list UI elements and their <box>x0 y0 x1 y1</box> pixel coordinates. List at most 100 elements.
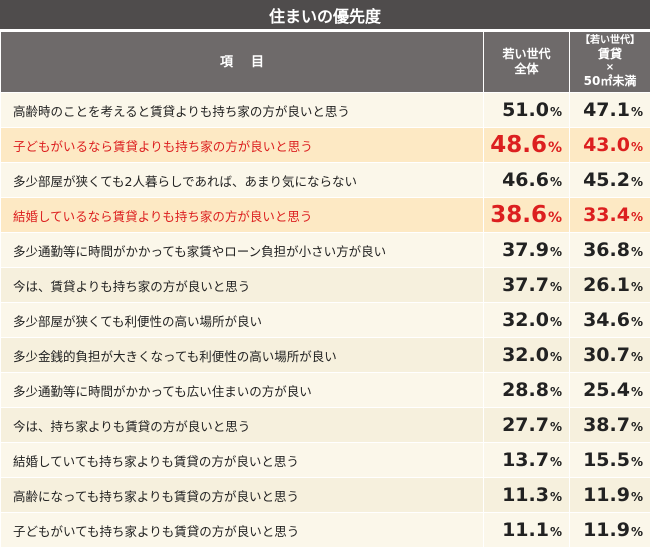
value-rent-cell: 47.1% <box>570 93 650 128</box>
value-all: 37.7 <box>502 274 549 296</box>
value-rent: 11.9 <box>583 484 630 506</box>
value-all-cell: 32.0% <box>484 338 570 373</box>
value-rent-cell: 26.1% <box>570 268 650 303</box>
value-all-cell: 28.8% <box>484 373 570 408</box>
percent-unit: % <box>631 490 643 504</box>
value-all: 28.8 <box>502 379 549 401</box>
column-header-rent-line4: 50㎡未満 <box>570 74 650 89</box>
row-label: 結婚しているなら賃貸よりも持ち家の方が良いと思う <box>1 198 484 233</box>
value-all-cell: 38.6% <box>484 198 570 233</box>
value-rent-cell: 36.8% <box>570 233 650 268</box>
value-all-cell: 13.7% <box>484 443 570 478</box>
value-all-cell: 37.7% <box>484 268 570 303</box>
row-label: 結婚していても持ち家よりも賃貸の方が良いと思う <box>1 443 484 478</box>
percent-unit: % <box>550 490 562 504</box>
value-all-cell: 32.0% <box>484 303 570 338</box>
row-label: 今は、持ち家よりも賃貸の方が良いと思う <box>1 408 484 443</box>
percent-unit: % <box>550 385 562 399</box>
percent-unit: % <box>550 420 562 434</box>
column-header-item: 項目 <box>1 32 484 93</box>
value-rent: 47.1 <box>583 99 630 121</box>
column-header-rent-line3: × <box>570 62 650 74</box>
percent-unit: % <box>548 140 562 156</box>
value-rent-cell: 30.7% <box>570 338 650 373</box>
value-rent: 30.7 <box>583 344 630 366</box>
value-all: 32.0 <box>502 309 549 331</box>
percent-unit: % <box>550 315 562 329</box>
value-rent: 15.5 <box>583 449 630 471</box>
percent-unit: % <box>631 105 643 119</box>
percent-unit: % <box>631 140 643 154</box>
percent-unit: % <box>631 245 643 259</box>
value-all: 38.6 <box>490 202 547 228</box>
column-header-all-line1: 若い世代 <box>484 47 569 62</box>
percent-unit: % <box>550 455 562 469</box>
column-header-all: 若い世代 全体 <box>484 32 570 93</box>
percent-unit: % <box>631 315 643 329</box>
row-label: 高齢になっても持ち家よりも賃貸の方が良いと思う <box>1 478 484 513</box>
column-header-rent-line2: 賃貸 <box>570 47 650 62</box>
row-label: 多少通勤等に時間がかかっても広い住まいの方が良い <box>1 373 484 408</box>
percent-unit: % <box>631 280 643 294</box>
value-all-cell: 11.1% <box>484 513 570 548</box>
value-all: 11.1 <box>502 519 549 541</box>
value-rent-cell: 34.6% <box>570 303 650 338</box>
value-rent-cell: 15.5% <box>570 443 650 478</box>
value-rent-cell: 25.4% <box>570 373 650 408</box>
percent-unit: % <box>631 455 643 469</box>
percent-unit: % <box>550 350 562 364</box>
value-rent: 25.4 <box>583 379 630 401</box>
row-label: 多少金銭的負担が大きくなっても利便性の高い場所が良い <box>1 338 484 373</box>
value-all: 46.6 <box>502 169 549 191</box>
percent-unit: % <box>550 105 562 119</box>
value-rent: 36.8 <box>583 239 630 261</box>
value-rent: 45.2 <box>583 169 630 191</box>
percent-unit: % <box>550 245 562 259</box>
value-rent-cell: 43.0% <box>570 128 650 163</box>
column-header-rent-line1: 【若い世代】 <box>570 35 650 47</box>
value-all-cell: 48.6% <box>484 128 570 163</box>
percent-unit: % <box>550 175 562 189</box>
value-all-cell: 37.9% <box>484 233 570 268</box>
row-label: 子どもがいても持ち家よりも賃貸の方が良いと思う <box>1 513 484 548</box>
row-label: 多少部屋が狭くても2人暮らしであれば、あまり気にならない <box>1 163 484 198</box>
percent-unit: % <box>550 280 562 294</box>
percent-unit: % <box>631 420 643 434</box>
percent-unit: % <box>631 210 643 224</box>
value-rent-cell: 33.4% <box>570 198 650 233</box>
value-rent: 26.1 <box>583 274 630 296</box>
row-label: 子どもがいるなら賃貸よりも持ち家の方が良いと思う <box>1 128 484 163</box>
column-header-all-line2: 全体 <box>484 62 569 77</box>
percent-unit: % <box>631 350 643 364</box>
percent-unit: % <box>631 385 643 399</box>
priority-table: 項目 若い世代 全体 【若い世代】 賃貸 × 50㎡未満 高齢時のことを考えると… <box>0 31 650 548</box>
value-rent-cell: 45.2% <box>570 163 650 198</box>
percent-unit: % <box>631 525 643 539</box>
percent-unit: % <box>548 210 562 226</box>
value-all-cell: 51.0% <box>484 93 570 128</box>
row-label: 多少通勤等に時間がかかっても家賃やローン負担が小さい方が良い <box>1 233 484 268</box>
value-rent-cell: 38.7% <box>570 408 650 443</box>
header-row: 項目 若い世代 全体 【若い世代】 賃貸 × 50㎡未満 <box>1 32 650 93</box>
value-all-cell: 27.7% <box>484 408 570 443</box>
value-rent: 43.0 <box>583 134 630 156</box>
row-label: 高齢時のことを考えると賃貸よりも持ち家の方が良いと思う <box>1 93 484 128</box>
value-all: 32.0 <box>502 344 549 366</box>
table-title: 住まいの優先度 <box>0 0 650 31</box>
value-all: 13.7 <box>502 449 549 471</box>
percent-unit: % <box>631 175 643 189</box>
value-rent-cell: 11.9% <box>570 513 650 548</box>
